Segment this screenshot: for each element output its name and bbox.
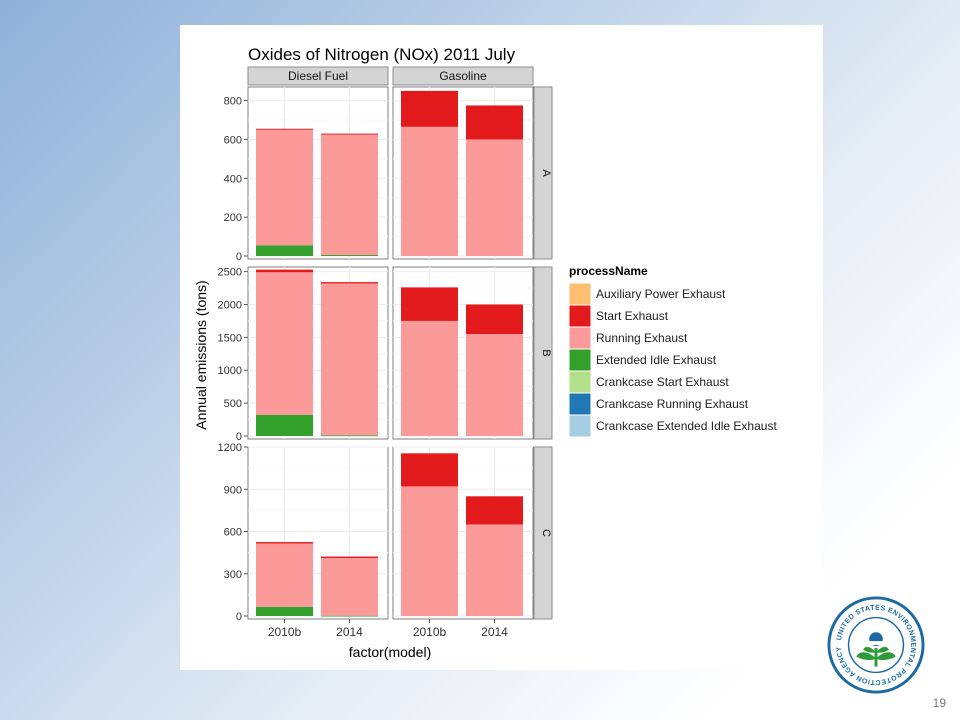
y-tick-label: 400 [224, 173, 242, 185]
bar-segment-extended-idle-exhaust [321, 615, 378, 617]
legend-label: Crankcase Running Exhaust [596, 397, 749, 411]
x-tick-label: 2010b [268, 625, 302, 639]
bar-segment-extended-idle-exhaust [321, 435, 378, 437]
legend-label: Start Exhaust [596, 309, 669, 323]
bar-segment-start-exhaust [401, 453, 458, 487]
bar-segment-running-exhaust [321, 134, 378, 256]
bar-segment-start-exhaust [466, 496, 523, 525]
y-axis-label: Annual emissions (tons) [193, 280, 209, 429]
facet-strip-label: C [540, 529, 552, 537]
y-tick-label: 300 [224, 569, 242, 581]
epa-seal-logo: UNITED STATES ENVIRONMENTAL PROTECTION A… [827, 596, 925, 694]
legend-swatch [568, 392, 592, 416]
y-tick-label: 800 [224, 96, 242, 108]
bar-segment-running-exhaust [401, 320, 458, 436]
bar-segment-running-exhaust [321, 557, 378, 616]
bar-segment-running-exhaust [256, 543, 313, 607]
slide-number: 19 [932, 696, 946, 710]
legend-swatch [568, 282, 592, 306]
y-tick-label: 500 [224, 398, 242, 410]
bar-segment-extended-idle-exhaust [321, 255, 378, 256]
chart-title: Oxides of Nitrogen (NOx) 2011 July [248, 45, 516, 64]
bar-segment-start-exhaust [321, 133, 378, 135]
y-tick-label: 0 [236, 251, 242, 263]
legend-swatch [568, 326, 592, 350]
legend-label: Running Exhaust [596, 331, 688, 345]
legend-swatch [568, 414, 592, 438]
y-tick-label: 900 [224, 484, 242, 496]
bar-segment-running-exhaust [401, 126, 458, 256]
x-tick-label: 2014 [481, 625, 508, 639]
bar-segment-start-exhaust [466, 304, 523, 335]
facet-strip-row [533, 446, 553, 620]
y-tick-label: 2000 [218, 299, 242, 311]
y-tick-label: 600 [224, 134, 242, 146]
y-tick-label: 1200 [218, 442, 242, 454]
bar-segment-running-exhaust [256, 272, 313, 415]
bar-segment-running-exhaust [466, 139, 523, 256]
legend-title: processName [569, 264, 648, 278]
bar-segment-running-exhaust [401, 486, 458, 616]
facet-strip-row [533, 266, 553, 440]
y-tick-label: 0 [236, 431, 242, 443]
faceted-bar-chart: Oxides of Nitrogen (NOx) 2011 July Diesel… [193, 45, 777, 660]
facet-strip-label: Diesel Fuel [288, 69, 348, 83]
facet-strip-row [533, 86, 553, 260]
x-tick-label: 2014 [336, 625, 363, 639]
bar-segment-start-exhaust [401, 287, 458, 321]
facet-strip-column [392, 66, 534, 86]
bar-segment-start-exhaust [321, 556, 378, 558]
bar-segment-running-exhaust [466, 524, 523, 616]
y-tick-label: 1500 [218, 332, 242, 344]
legend-swatch [568, 304, 592, 328]
bar-segment-start-exhaust [256, 128, 313, 130]
legend-label: Crankcase Extended Idle Exhaust [596, 419, 777, 433]
legend-label: Auxiliary Power Exhaust [596, 287, 726, 301]
bar-segment-running-exhaust [466, 334, 523, 436]
facet-strip-label: Gasoline [439, 69, 487, 83]
y-tick-label: 2500 [218, 267, 242, 279]
y-tick-label: 600 [224, 527, 242, 539]
bar-segment-extended-idle-exhaust [256, 414, 313, 436]
chart-panel: Oxides of Nitrogen (NOx) 2011 July Diesel… [180, 25, 823, 670]
bar-segment-running-exhaust [256, 129, 313, 246]
bar-segment-extended-idle-exhaust [256, 245, 313, 256]
bar-segment-start-exhaust [256, 542, 313, 544]
bar-segment-start-exhaust [401, 90, 458, 127]
y-tick-label: 200 [224, 212, 242, 224]
bar-segment-start-exhaust [466, 105, 523, 140]
facet-strip-label: B [540, 349, 552, 356]
facet-strip-label: A [540, 169, 552, 177]
y-tick-label: 0 [236, 611, 242, 623]
legend-swatch [568, 370, 592, 394]
x-axis-label: factor(model) [349, 644, 431, 660]
bar-segment-start-exhaust [321, 282, 378, 284]
legend-label: Extended Idle Exhaust [596, 353, 717, 367]
bar-segment-running-exhaust [321, 283, 378, 436]
y-tick-label: 1000 [218, 365, 242, 377]
legend-swatch [568, 348, 592, 372]
legend-label: Crankcase Start Exhaust [596, 375, 729, 389]
bar-segment-extended-idle-exhaust [256, 606, 313, 616]
bar-segment-start-exhaust [256, 269, 313, 273]
x-tick-label: 2010b [413, 625, 447, 639]
facet-strip-column [247, 66, 389, 86]
